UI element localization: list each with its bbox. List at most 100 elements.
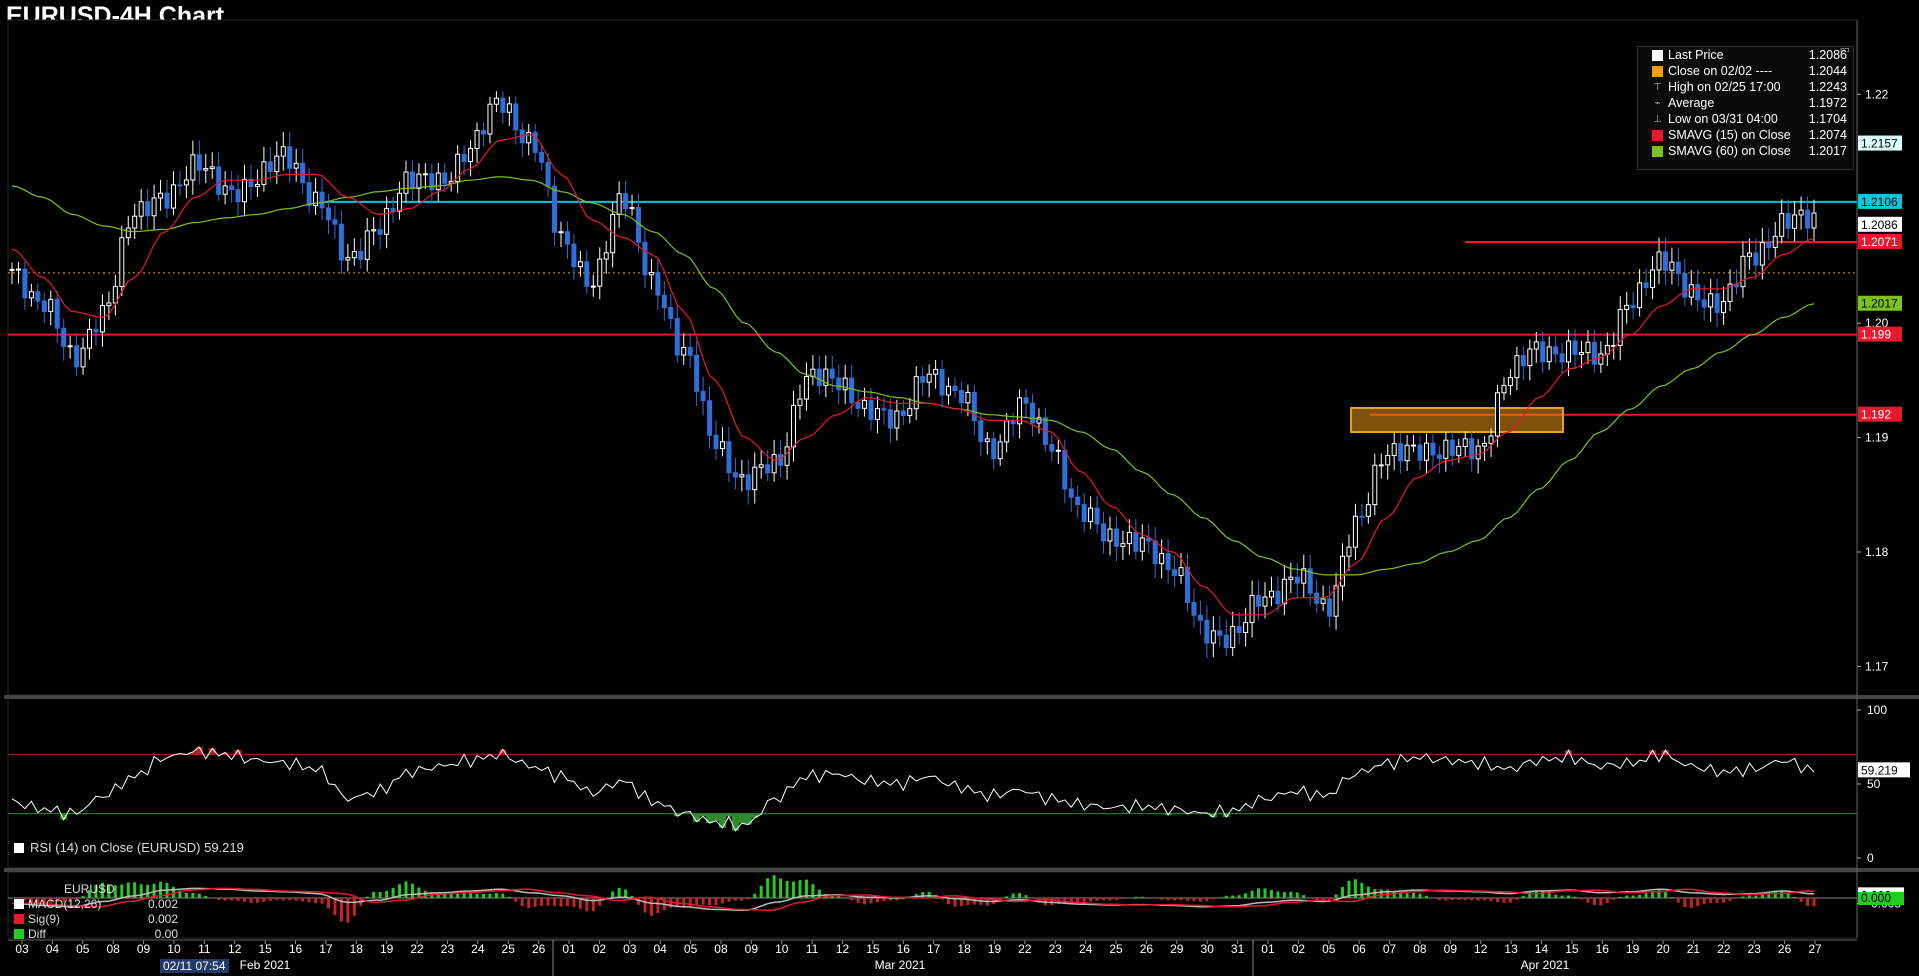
- candle: [823, 368, 829, 386]
- candle: [1637, 282, 1643, 309]
- candle: [125, 227, 131, 239]
- candle: [1365, 504, 1371, 517]
- candle: [442, 172, 448, 184]
- candle: [209, 166, 215, 170]
- candle: [590, 285, 596, 288]
- candle: [1391, 443, 1397, 456]
- x-tick-label: 26: [1140, 942, 1154, 956]
- candle: [435, 172, 441, 191]
- price-legend: Last Price 1.2086 Close on 02/02 ---- 1.204…: [1637, 44, 1854, 170]
- candle: [190, 154, 196, 181]
- candle: [952, 385, 958, 391]
- x-tick-label: 09: [1444, 942, 1458, 956]
- candle: [1578, 352, 1584, 355]
- candle: [1675, 261, 1681, 275]
- candle: [1049, 443, 1055, 452]
- x-tick-label: 24: [1079, 942, 1093, 956]
- legend-label: SMAVG (15) on Close: [1668, 128, 1791, 142]
- candle: [958, 389, 964, 404]
- candle: [713, 434, 719, 450]
- x-tick-label: 04: [46, 942, 60, 956]
- candle: [1753, 252, 1759, 266]
- candle: [80, 347, 86, 368]
- candle: [1017, 397, 1023, 425]
- candle: [1068, 488, 1074, 498]
- candle: [429, 173, 435, 191]
- candle: [719, 441, 725, 450]
- candle: [616, 193, 622, 216]
- candle: [739, 474, 745, 478]
- x-tick-label: 25: [1109, 942, 1123, 956]
- candle: [1430, 442, 1436, 456]
- legend-row: Close on 02/02 ---- 1.2044: [1652, 63, 1853, 79]
- candle: [1507, 377, 1513, 386]
- candle: [648, 272, 654, 276]
- x-tick-label: 15: [258, 942, 272, 956]
- candle: [1482, 443, 1488, 447]
- candle: [874, 408, 880, 420]
- candle: [1624, 304, 1630, 311]
- level-badge-bg: [1858, 233, 1902, 249]
- candle: [235, 189, 241, 203]
- candle: [1656, 251, 1662, 271]
- x-tick-label: 15: [866, 942, 880, 956]
- candle: [965, 391, 971, 404]
- x-tick-label: 17: [927, 942, 941, 956]
- candle: [371, 229, 377, 232]
- candle: [564, 231, 570, 245]
- resistance-zone: [1350, 407, 1564, 433]
- candle: [978, 420, 984, 443]
- candle: [1475, 445, 1481, 460]
- candle: [1281, 578, 1287, 605]
- candle: [170, 184, 176, 209]
- candle: [1559, 353, 1565, 363]
- candle: [422, 173, 428, 176]
- candle: [1643, 282, 1649, 289]
- x-tick-label: 02: [1292, 942, 1306, 956]
- candle: [1352, 515, 1358, 548]
- rsi-legend-label: RSI (14) on Close (EURUSD) 59.219: [30, 840, 244, 855]
- candle: [364, 230, 370, 260]
- x-tick-label: 22: [410, 942, 424, 956]
- x-tick-label: 17: [319, 942, 333, 956]
- x-tick-label: 29: [1170, 942, 1184, 956]
- candle: [1721, 301, 1727, 313]
- candle: [1268, 590, 1274, 598]
- candle: [1320, 598, 1326, 604]
- candle: [842, 377, 848, 391]
- collapse-legend-icon[interactable]: ▭: [1839, 44, 1850, 56]
- candle: [242, 178, 248, 203]
- candle: [1501, 384, 1507, 394]
- macd-legend-title: EURUSD: [64, 882, 115, 896]
- x-tick-label: 19: [380, 942, 394, 956]
- candle: [1514, 355, 1520, 379]
- candle: [474, 130, 480, 150]
- candle: [577, 261, 583, 268]
- x-tick-label: 16: [897, 942, 911, 956]
- candle: [1346, 546, 1352, 557]
- candle: [907, 408, 913, 417]
- level-badge: 1.199: [1861, 328, 1891, 342]
- candle: [300, 162, 306, 184]
- candle: [778, 454, 784, 466]
- legend-value: 1.2074: [1808, 128, 1847, 142]
- candle: [409, 171, 415, 189]
- x-tick-label: 12: [228, 942, 242, 956]
- x-tick-label: 04: [654, 942, 668, 956]
- candle: [1546, 346, 1552, 363]
- candle: [1740, 255, 1746, 288]
- x-tick-label: 21: [1687, 942, 1701, 956]
- candle: [1805, 209, 1811, 229]
- level-badge: 1.192: [1861, 408, 1891, 422]
- macd-signal-badge: 0.000: [1861, 891, 1891, 905]
- candle: [506, 103, 512, 113]
- candle: [1230, 626, 1236, 649]
- x-tick-label: 09: [745, 942, 759, 956]
- x-tick-label: 15: [1565, 942, 1579, 956]
- candle: [1598, 353, 1604, 365]
- candle: [1184, 567, 1190, 604]
- candle: [887, 409, 893, 429]
- candle: [274, 155, 280, 172]
- candle: [1630, 304, 1636, 309]
